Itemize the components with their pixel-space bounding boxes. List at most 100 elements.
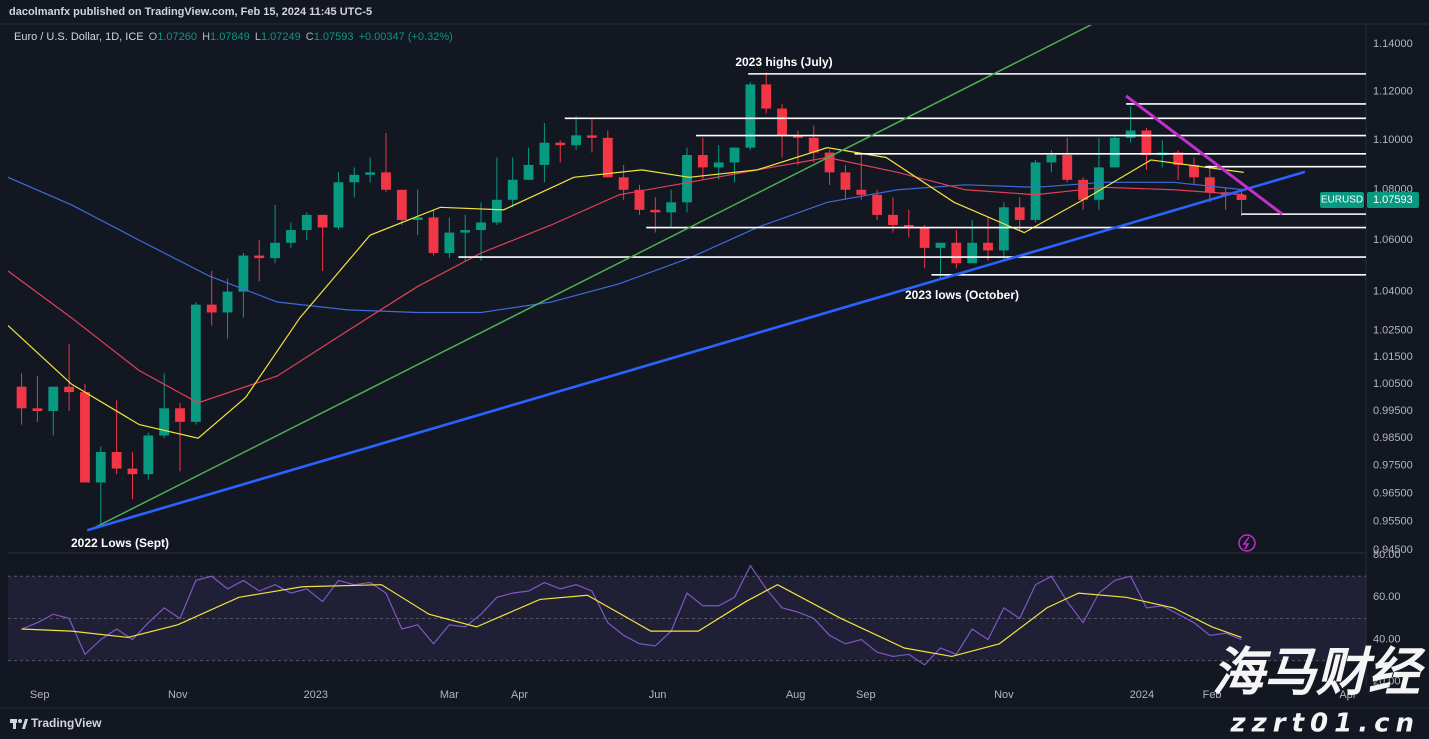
- candle-body: [1030, 162, 1041, 220]
- candle-body: [48, 386, 59, 412]
- candle-body: [1094, 167, 1104, 200]
- candle-body: [539, 142, 550, 165]
- candle-body: [919, 227, 930, 248]
- x-tick-label: Apr: [1339, 689, 1356, 701]
- candle-body: [951, 242, 962, 264]
- x-tick-label: Mar: [440, 689, 459, 701]
- y-tick-label: 1.04000: [1373, 286, 1413, 298]
- x-tick-label: Aug: [786, 689, 806, 701]
- annotation: 2023 lows (October): [905, 288, 1019, 302]
- candle-body: [476, 222, 486, 231]
- candle-body: [618, 177, 629, 190]
- moving-average: [8, 156, 1244, 404]
- y-tick-label: 80.00: [1373, 549, 1401, 561]
- candle-body: [428, 217, 439, 253]
- candle-body: [634, 189, 645, 210]
- watermark-site: zzrt01.cn: [1230, 709, 1421, 739]
- candle-body: [349, 174, 360, 183]
- watermark: 海马财经: [1212, 643, 1426, 703]
- plot-layer: 1.140001.120001.100001.080001.060001.040…: [8, 25, 1419, 701]
- legend-key: C: [306, 31, 314, 43]
- y-tick-label: 0.96500: [1373, 488, 1413, 500]
- candle-body: [254, 255, 265, 259]
- candle-body: [523, 164, 534, 180]
- legend: Euro / U.S. Dollar, 1D, ICE O1.07260 H1.…: [14, 31, 453, 43]
- annotation: 2023 highs (July): [735, 55, 832, 69]
- candle-body: [745, 84, 756, 148]
- candle-body: [317, 214, 328, 228]
- candle-body: [460, 230, 471, 233]
- y-tick-label: 1.02500: [1373, 325, 1413, 337]
- candle-body: [1141, 130, 1152, 156]
- candle-body: [1236, 194, 1247, 200]
- trendline: [1125, 94, 1284, 216]
- candle-body: [729, 147, 740, 163]
- rsi-pane: [8, 564, 1366, 666]
- candle-body: [1062, 155, 1073, 180]
- candle-body: [1046, 155, 1057, 163]
- y-tick-label: 40.00: [1373, 633, 1401, 645]
- candle-body: [365, 172, 376, 175]
- candle-body: [270, 242, 280, 259]
- candle-body: [682, 155, 692, 203]
- candle-body: [840, 172, 851, 190]
- publisher: dacolmanfx published on TradingView.com,…: [9, 6, 372, 18]
- candle-body: [998, 207, 1009, 251]
- annotation: 2022 Lows (Sept): [71, 536, 169, 550]
- candle-body: [143, 435, 154, 475]
- candle-body: [175, 408, 185, 422]
- candle-body: [381, 172, 391, 190]
- candle-body: [935, 242, 946, 248]
- candle-body: [206, 304, 217, 313]
- candle-body: [32, 408, 43, 412]
- candle-body: [792, 135, 803, 138]
- symbol-label: EURUSD: [1321, 195, 1363, 206]
- candle-body: [1109, 137, 1120, 168]
- candle-body: [301, 214, 312, 231]
- y-tick-label: 60.00: [1373, 591, 1401, 603]
- brand[interactable]: TradingView: [31, 716, 102, 730]
- moving-average: [8, 176, 1244, 314]
- legend-value: 1.07249: [261, 31, 301, 43]
- candle-body: [16, 386, 27, 409]
- candle-body: [1125, 130, 1136, 138]
- brand-logo[interactable]: [10, 719, 28, 729]
- candle-body: [967, 242, 978, 264]
- candle-body: [1189, 164, 1199, 178]
- legend-value: 1.07593: [314, 31, 354, 43]
- candle-body: [697, 155, 708, 168]
- candle-body: [872, 194, 883, 215]
- candle-body: [713, 162, 724, 168]
- candle-body: [396, 189, 407, 220]
- rsi-line: [21, 564, 1242, 666]
- x-tick-label: Apr: [511, 689, 528, 701]
- legend-key: H: [202, 31, 210, 43]
- trendline: [89, 25, 1093, 531]
- x-tick-label: 2023: [304, 689, 328, 701]
- legend-value: 1.07260: [157, 31, 197, 43]
- y-tick-label: 0.98500: [1373, 432, 1413, 444]
- y-tick-label: 1.12000: [1373, 86, 1413, 98]
- rsi-line: [21, 583, 1242, 658]
- candle-body: [666, 202, 677, 213]
- price-pane: [8, 25, 1366, 532]
- candle-body: [507, 179, 518, 200]
- candle-body: [222, 291, 233, 313]
- y-tick-label: 0.95500: [1373, 516, 1413, 528]
- candle-body: [286, 230, 296, 243]
- x-tick-label: Sep: [856, 689, 876, 701]
- candle-body: [888, 214, 898, 225]
- last-price-tag: [1367, 191, 1419, 208]
- candle-body: [333, 182, 344, 228]
- y-tick-label: 1.00500: [1373, 378, 1413, 390]
- candle-body: [856, 189, 867, 195]
- candle-body: [587, 135, 597, 138]
- candle-body: [491, 199, 502, 223]
- y-tick-label: 1.06000: [1373, 234, 1413, 246]
- candle-body: [777, 108, 787, 136]
- alert-icon[interactable]: [1238, 534, 1256, 552]
- candle-body: [571, 135, 582, 146]
